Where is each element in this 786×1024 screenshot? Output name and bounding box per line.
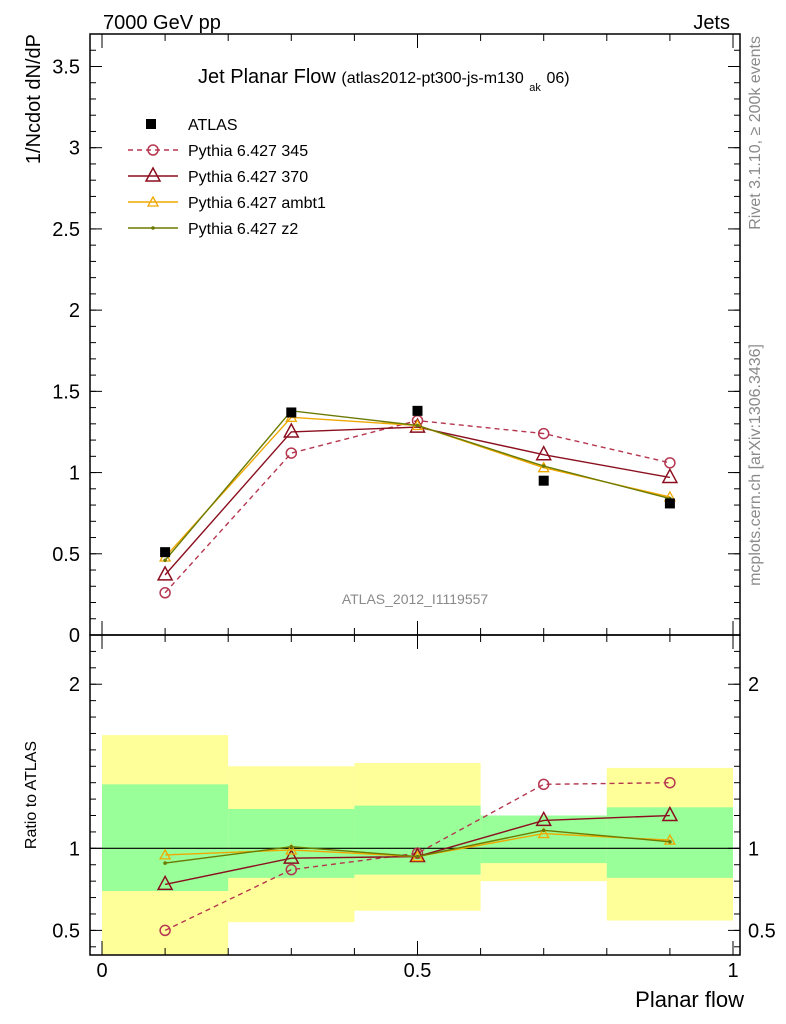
ratio-point-3 (289, 844, 294, 849)
series-point-0 (664, 457, 676, 469)
data-point (286, 407, 297, 418)
legend-label-data: ATLAS (188, 117, 238, 134)
ratio-point-3 (541, 828, 546, 833)
ratio-point-0 (159, 924, 171, 937)
ratio-point-2 (158, 848, 172, 860)
y-tick-label: 1.5 (52, 381, 80, 403)
x-tick-label: 0 (96, 960, 107, 982)
rivet-label: Rivet 3.1.10, ≥ 200k events (747, 36, 764, 230)
ratio-band-inner (102, 784, 229, 891)
y-tick-label: 1 (69, 463, 80, 485)
ratio-panel: 0 0.5 1 0.5 0.5 1 1 2 2 (52, 634, 776, 982)
series-point-0 (285, 447, 298, 459)
ratio-tick-label: 2 (69, 674, 80, 696)
main-panel: 0 0.5 1 1.5 2 2.5 3 3.5 (52, 33, 741, 647)
legend-label-0: Pythia 6.427 345 (188, 143, 308, 160)
series-point-3 (415, 423, 420, 428)
ratio-band-inner (354, 805, 481, 875)
series-point-1 (156, 565, 174, 581)
ratio-tick-label: 0.5 (52, 920, 80, 942)
ratio-point-3 (415, 854, 420, 859)
series-line-2 (164, 416, 671, 558)
data-point (412, 405, 423, 416)
ratio-point-1 (535, 810, 552, 827)
x-axis-label: Planar flow (635, 987, 744, 1012)
series-point-1 (283, 422, 300, 438)
legend-marker-3 (151, 226, 155, 230)
ratio-point-3 (163, 861, 167, 865)
ratio-y-axis-label: Ratio to ATLAS (23, 741, 40, 849)
ratio-tick-label: 1 (69, 838, 80, 860)
header-right: Jets (693, 12, 730, 34)
legend-label-3: Pythia 6.427 z2 (188, 221, 298, 238)
x-tick-label: 0.5 (404, 960, 432, 982)
legend-marker-2 (146, 195, 160, 207)
data-point (160, 547, 171, 558)
ratio-point-1 (409, 846, 426, 863)
ratio-point-1 (283, 848, 300, 864)
ratio-point-1 (156, 874, 174, 891)
legend: ATLAS Pythia 6.427 345 Pythia 6.427 370 Pyt… (128, 117, 326, 238)
chart-title: Jet Planar Flow (atlas2012-pt300-js-m130… (198, 66, 570, 96)
ratio-point-2 (285, 843, 298, 855)
legend-label-2: Pythia 6.427 ambt1 (188, 195, 326, 212)
chart-subtitle: (atlas2012-pt300-js-m130 (341, 70, 523, 87)
ratio-point-2 (537, 827, 550, 839)
series-line-3 (164, 410, 671, 561)
header-left: 7000 GeV pp (103, 12, 221, 34)
y-axis-label: 1/Ncdot dN/dP (23, 34, 45, 164)
ratio-point-0 (664, 776, 676, 789)
y-tick-label: 3 (69, 138, 80, 160)
series-point-0 (159, 587, 171, 599)
ratio-point-2 (663, 833, 677, 845)
analysis-label: ATLAS_2012_I1119557 (342, 591, 489, 607)
series-point-1 (535, 445, 552, 461)
legend-marker-0 (147, 144, 159, 156)
series-point-1 (661, 467, 679, 484)
y-tick-label: 0.5 (52, 544, 80, 566)
ratio-point-1 (661, 805, 679, 822)
chart-subtitle-end: 06) (546, 70, 569, 87)
ratio-point-0 (537, 778, 550, 791)
y-tick-label: 3.5 (52, 56, 80, 78)
y-tick-label: 2 (69, 300, 80, 322)
ratio-point-3 (668, 839, 672, 844)
series-point-0 (537, 427, 550, 440)
mcplots-label: mcplots.cern.ch [arXiv:1306.3436] (747, 344, 764, 586)
ratio-tick-label-right: 1 (748, 838, 759, 860)
legend-label-1: Pythia 6.427 370 (188, 169, 308, 186)
y-tick-label: 2.5 (52, 219, 80, 241)
ratio-tick-label-right: 2 (748, 674, 759, 696)
chart-subtitle-sub: ak (529, 82, 541, 94)
data-point (664, 498, 675, 509)
data-point (538, 475, 549, 486)
x-tick-label: 1 (727, 960, 738, 982)
ratio-tick-label-right: 0.5 (748, 920, 776, 942)
ratio-line-0 (164, 781, 670, 932)
chart-title-main: Jet Planar Flow (198, 66, 336, 88)
ratio-frame (89, 634, 741, 956)
legend-marker-1 (144, 166, 162, 182)
ratio-point-0 (285, 863, 298, 876)
legend-marker-data (146, 119, 156, 129)
series-point-3 (163, 558, 167, 563)
series-line-1 (164, 426, 671, 576)
series-line-0 (164, 419, 671, 594)
series-point-3 (541, 464, 546, 468)
y-tick-label: 0 (69, 625, 80, 647)
